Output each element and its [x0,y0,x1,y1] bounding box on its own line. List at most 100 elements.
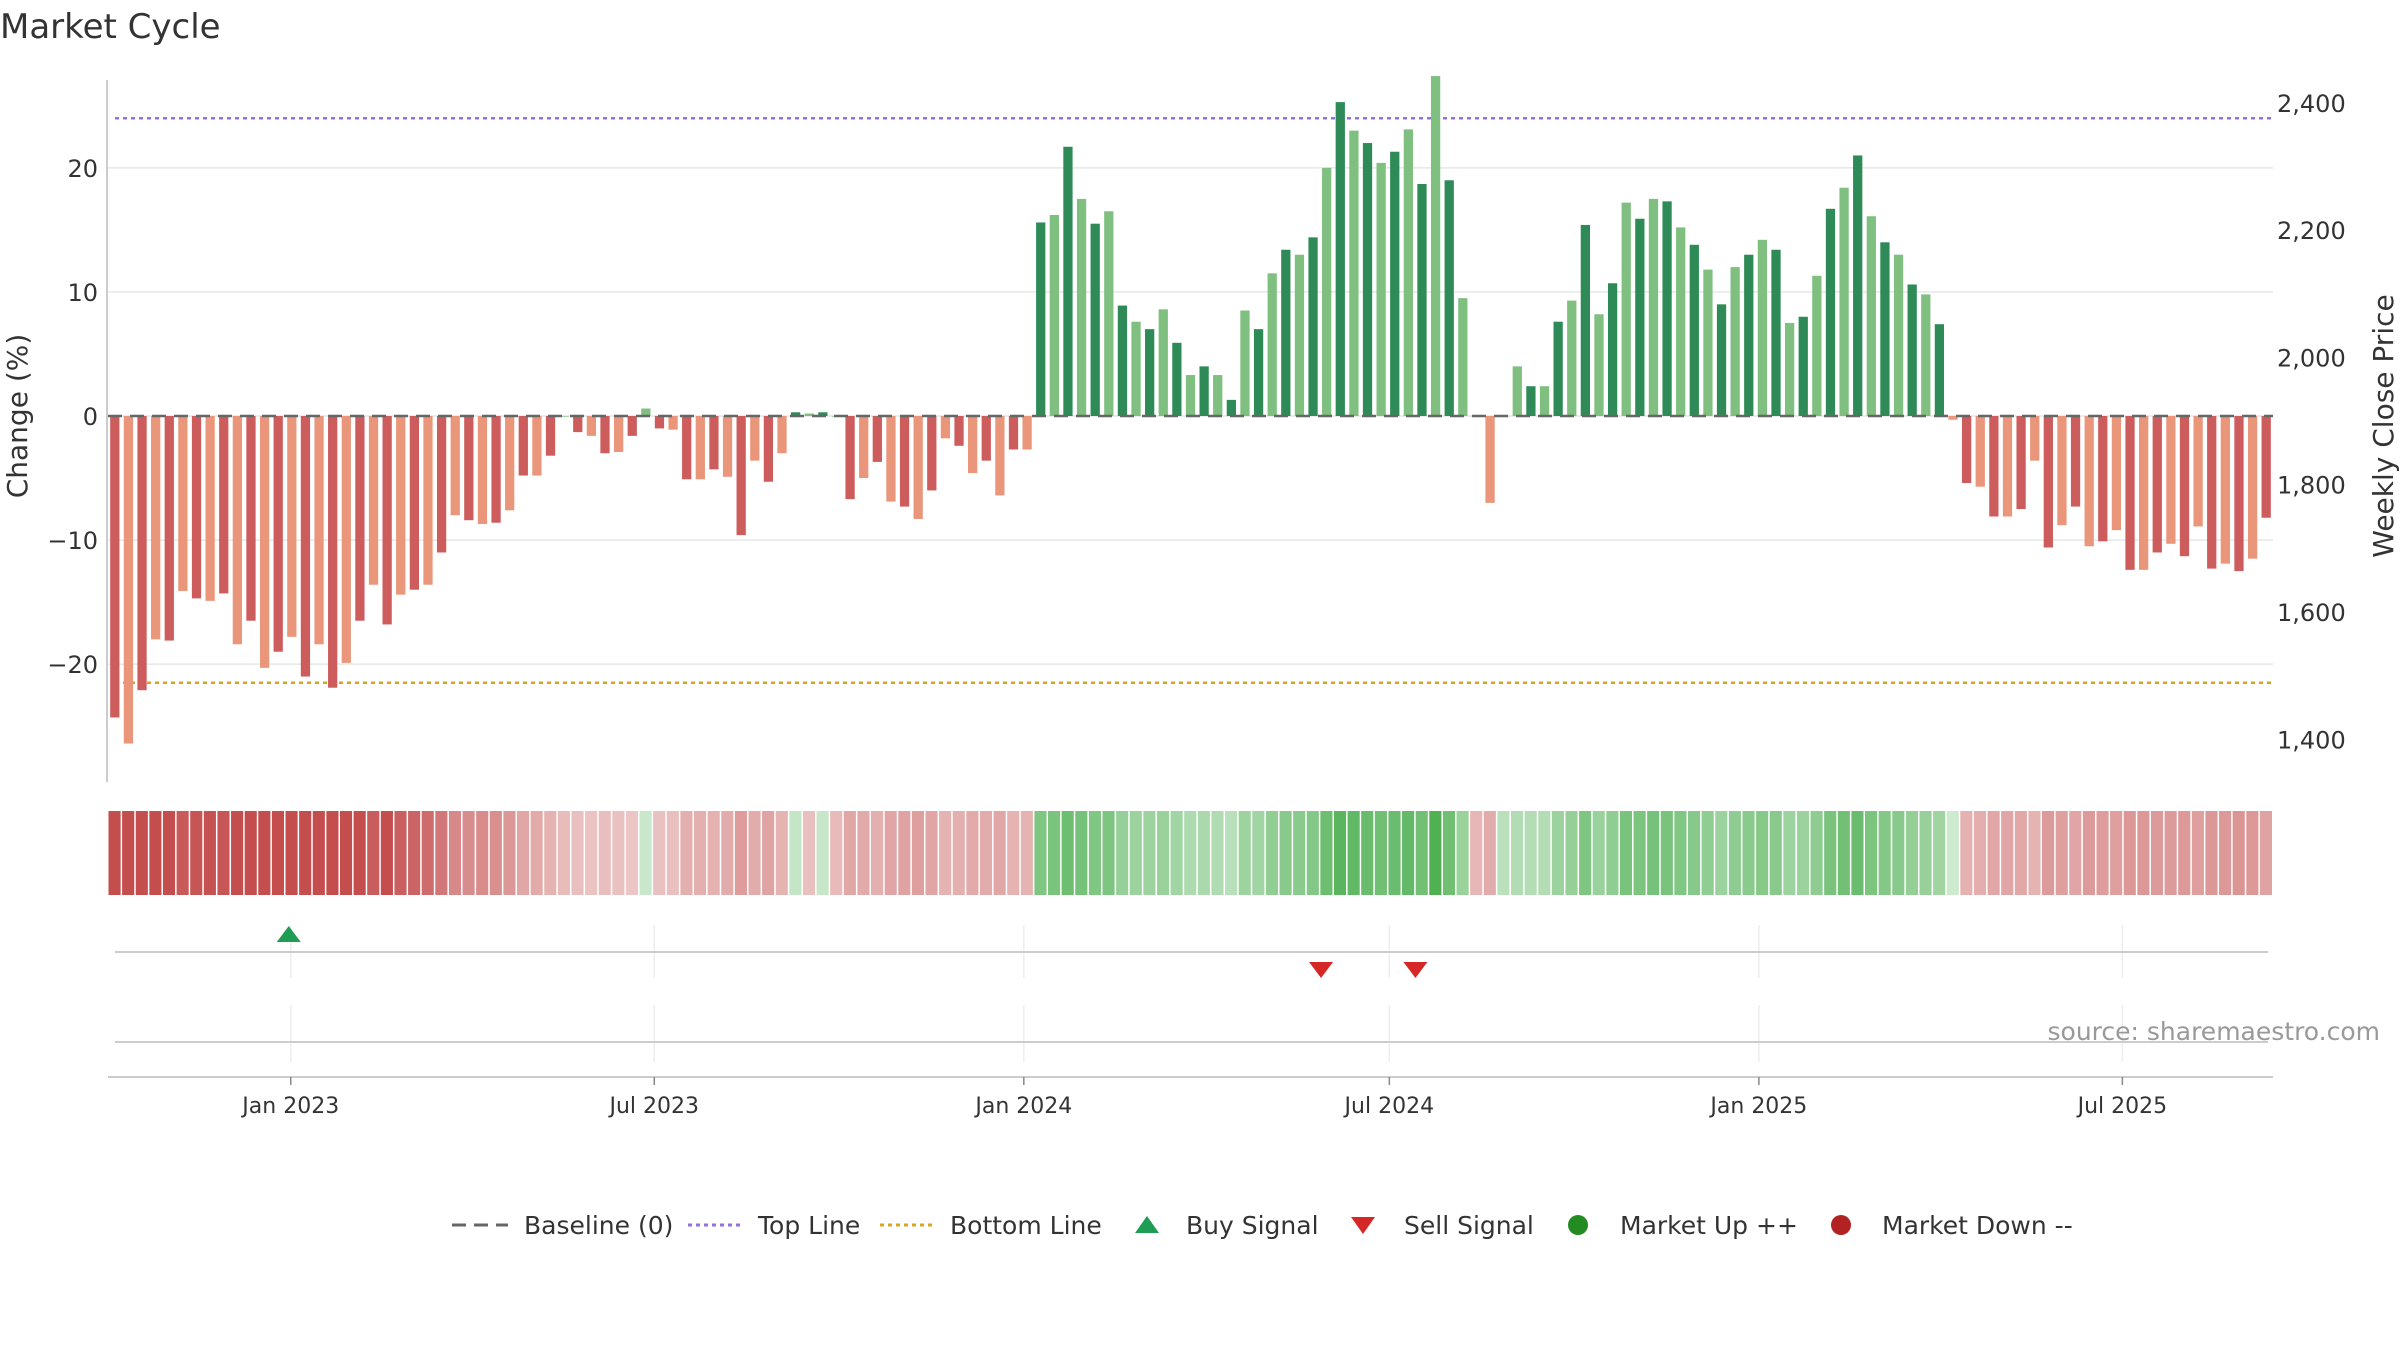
legend-item: Market Up ++ [1568,1211,1798,1240]
change-bar [1512,366,1522,416]
change-bar [1267,273,1277,416]
heat-cell [1973,811,1987,895]
change-bar [1689,244,1699,416]
heat-cell [1184,811,1197,895]
heat-cell [1960,811,1973,895]
x-tick-label: Jan 2024 [973,1094,1072,1119]
change-bar [396,416,406,595]
change-bar [2152,416,2162,553]
heat-cell [1415,811,1428,895]
change-bar [1907,284,1917,416]
change-bar [1145,329,1155,416]
change-bar [2166,416,2176,544]
change-bar [450,416,460,516]
heat-cell [1810,811,1823,895]
heat-cell [1116,811,1129,895]
change-bar [328,416,338,688]
heat-cell [1320,811,1333,895]
change-bar [1934,324,1945,416]
heat-cell [993,811,1006,895]
heat-cell [190,811,203,895]
heat-cell [1688,811,1701,895]
heat-cell [1442,811,1456,895]
heat-cell [762,811,775,895]
heat-cell [2123,811,2136,895]
heat-cell [694,811,707,895]
change-bar [1376,162,1386,416]
legend-label: Market Down -- [1882,1211,2073,1240]
change-bar [1172,342,1182,416]
heat-cell [1388,811,1401,895]
heat-cell [122,811,135,895]
heat-cell [911,811,924,895]
heat-cell [557,811,570,895]
heat-cell [789,811,802,895]
change-bar [1281,249,1291,416]
heat-cell [2014,811,2027,895]
heat-cell [1510,811,1524,895]
sell-signal-marker [1403,962,1428,978]
change-bar [995,416,1005,496]
heat-cell [884,811,897,895]
heat-cell [979,811,993,895]
heat-cell [1565,811,1578,895]
heat-cell [516,811,530,895]
change-bar [341,416,351,663]
heat-cell [1333,811,1347,895]
change-bar [423,416,433,585]
change-bar [736,416,746,536]
change-bar [464,416,474,521]
change-bar [2179,416,2190,557]
heat-cell [2205,811,2218,895]
change-bar [1989,416,1999,517]
change-bar [2070,416,2081,507]
change-bar [1921,294,1931,416]
change-bar [1975,416,1985,487]
change-bar [1798,316,1808,416]
change-bar [2098,416,2108,542]
heat-cell [258,811,271,895]
heat-cell [707,811,720,895]
heat-cell [217,811,230,895]
change-bar [2193,416,2203,527]
heat-cell [285,811,298,895]
change-bar [573,416,583,433]
heat-cell [326,811,339,895]
heat-cell [1197,811,1210,895]
change-bar [1580,224,1590,416]
heat-cell [843,811,856,895]
change-bar [1444,180,1454,416]
change-bar [750,416,760,461]
legend-label: Sell Signal [1404,1211,1534,1240]
chart-title: Market Cycle [0,7,221,47]
change-bar [1390,151,1400,417]
heat-cell [1034,811,1047,895]
heat-cell [1252,811,1265,895]
change-bar [1022,416,1032,450]
legend-item: Top Line [688,1211,860,1240]
y-tick-label: 20 [67,155,98,183]
heat-cell [2246,811,2259,895]
heat-cell [1633,811,1646,895]
heat-cell [448,811,462,895]
heat-cell [1892,811,1905,895]
change-bar [1417,183,1427,416]
change-bar [2111,416,2122,531]
change-bar [1158,309,1168,416]
change-bar [1362,143,1373,417]
heat-cell [1225,811,1238,895]
x-tick-label: Jan 2023 [240,1094,339,1119]
heat-cell [598,811,611,895]
change-bar [2234,416,2244,572]
change-bar [1853,155,1863,416]
heat-cell [1265,811,1279,895]
change-bar [110,416,120,718]
heat-cell [176,811,189,895]
heat-cell [1728,811,1741,895]
change-bar [1458,298,1468,416]
heat-cell [1715,811,1728,895]
heat-cell [231,811,244,895]
y2-tick-label: 2,200 [2277,217,2346,245]
heat-cell [2178,811,2191,895]
axes-layer: −20 −10 0 10 20 1,400 1,600 1,800 2,000 2,200 2,40… [1,80,2400,782]
